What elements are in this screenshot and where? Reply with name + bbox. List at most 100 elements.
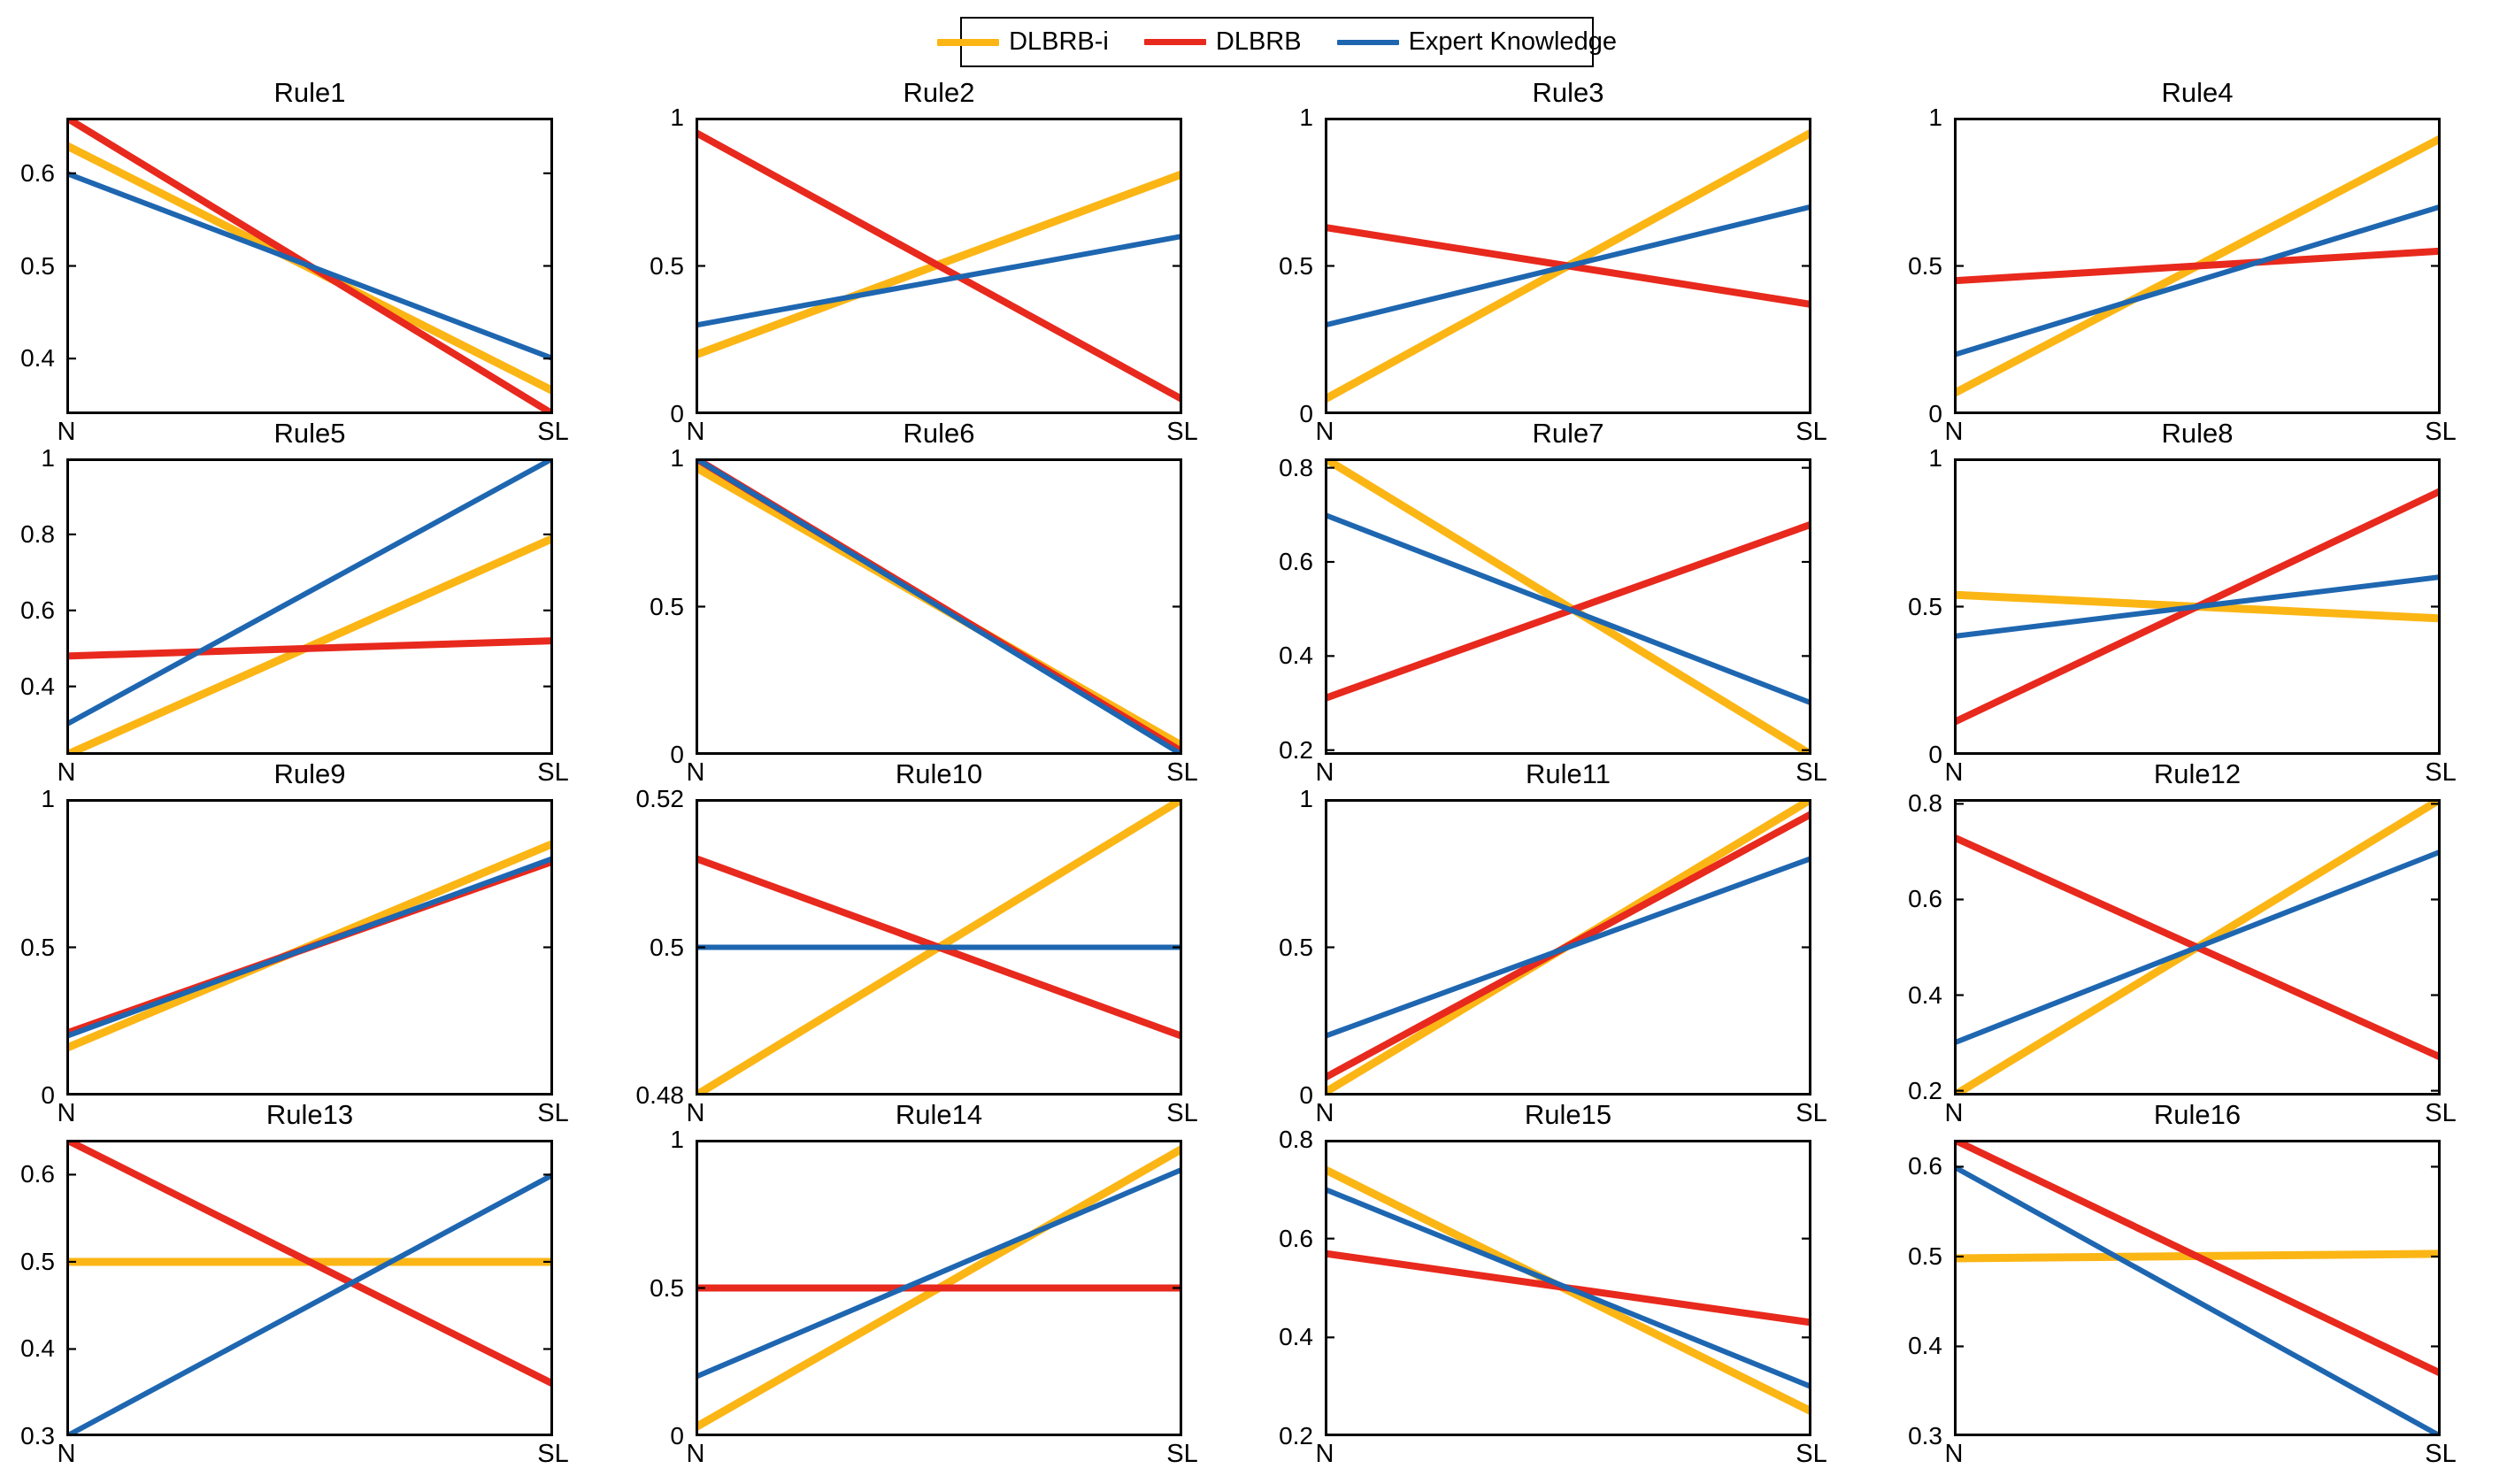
y-tick-label: 0.4 — [1908, 980, 1942, 1009]
y-tick-label: 0.5 — [650, 251, 684, 280]
y-tick-label: 0.6 — [1908, 885, 1942, 913]
series-line-expert-knowledge — [66, 856, 553, 1039]
y-tick-label: 0.8 — [1279, 1126, 1313, 1153]
axes-box — [1954, 118, 2441, 414]
x-tick-label: SL — [1166, 758, 1198, 787]
y-tick-label: 1 — [1928, 104, 1942, 131]
subplot-title: Rule6 — [903, 418, 975, 449]
x-tick-label: SL — [1796, 758, 1827, 787]
x-tick-label: SL — [1166, 1099, 1198, 1127]
legend-item: DLBRB — [1143, 27, 1302, 57]
series-line-expert-knowledge — [66, 1172, 553, 1436]
plot-area — [1325, 118, 1811, 414]
x-tick-label: SL — [537, 1099, 569, 1127]
x-tick-label: SL — [2425, 1440, 2457, 1468]
x-tick-label: N — [1315, 1440, 1334, 1468]
y-tick-label: 0.4 — [20, 344, 55, 373]
plot-area — [696, 799, 1182, 1096]
series-line-dlbrb-i — [1325, 799, 1811, 1096]
y-tick-label: 0.48 — [635, 1081, 685, 1109]
plot-area — [1954, 1140, 2441, 1436]
x-tick-label: N — [686, 1099, 705, 1127]
axes-box — [696, 1140, 1182, 1436]
series-line-expert-knowledge — [1325, 204, 1811, 328]
y-tick-label: 1 — [1299, 785, 1313, 812]
y-tick-label: 0.5 — [1279, 251, 1313, 280]
series-line-dlbrb-i — [66, 142, 553, 395]
y-tick-label: 0.6 — [20, 1160, 55, 1188]
x-tick-label: SL — [2425, 758, 2457, 787]
series-line-dlbrb — [696, 129, 1182, 403]
y-tick-label: 1 — [1299, 104, 1313, 131]
series-line-dlbrb — [696, 855, 1182, 1040]
subplot-title: Rule1 — [273, 77, 346, 108]
series-line-dlbrb-i — [696, 799, 1182, 1096]
y-tick-label: 0.5 — [650, 592, 684, 620]
legend-line-swatch-expert-knowledge — [1336, 39, 1399, 45]
y-tick-label: 0.6 — [1279, 547, 1313, 575]
x-tick-label: N — [1944, 758, 1964, 787]
series-line-expert-knowledge — [1325, 512, 1811, 706]
subplot-rule5: Rule5 0.4 0.6 0.8 1 N SL — [0, 416, 619, 790]
y-tick-label: 1 — [1928, 444, 1942, 472]
plot-area — [696, 1140, 1182, 1436]
axes-box — [1954, 458, 2441, 755]
subplot-title: Rule2 — [903, 77, 975, 108]
plot-area — [1325, 1140, 1811, 1436]
subplot-rule2: Rule2 0 0.5 1 N SL — [629, 75, 1249, 450]
series-line-dlbrb — [1954, 247, 2441, 285]
legend: DLBRB-i DLBRB Expert Knowledge — [937, 17, 1617, 67]
axes-box — [1325, 458, 1811, 755]
legend-line-swatch-dlbrb — [1143, 39, 1206, 45]
series-line-expert-knowledge — [1954, 849, 2441, 1046]
x-tick-label: N — [1315, 758, 1334, 787]
series-line-dlbrb — [1954, 488, 2441, 726]
series-line-dlbrb-i — [1954, 590, 2441, 623]
series-line-expert-knowledge — [1954, 574, 2441, 639]
series-line-dlbrb — [66, 637, 553, 660]
y-tick-label: 0.5 — [650, 933, 684, 961]
plot-area — [66, 799, 553, 1096]
y-tick-label: 0.6 — [1908, 1152, 1942, 1180]
series-line-dlbrb-i — [1325, 128, 1811, 404]
legend-item-label: DLBRB-i — [1009, 27, 1109, 56]
series-line-expert-knowledge — [1325, 856, 1811, 1039]
y-tick-label: 0.5 — [650, 1273, 684, 1302]
series-line-expert-knowledge — [1954, 1164, 2441, 1436]
series-line-expert-knowledge — [696, 458, 1182, 755]
series-line-dlbrb — [1325, 520, 1811, 702]
y-tick-label: 0.5 — [1279, 933, 1313, 961]
series-line-dlbrb — [1325, 223, 1811, 309]
series-line-dlbrb — [66, 1140, 553, 1388]
subplot-rule14: Rule14 0 0.5 1 N SL — [629, 1097, 1249, 1472]
series-line-dlbrb-i — [1325, 1165, 1811, 1416]
legend-item-label: Expert Knowledge — [1408, 27, 1617, 56]
y-tick-label: 0.4 — [1908, 1332, 1942, 1360]
series-line-dlbrb-i — [1954, 135, 2441, 397]
y-tick-label: 1 — [41, 785, 55, 812]
series-line-expert-knowledge — [66, 458, 553, 727]
x-tick-label: SL — [537, 418, 569, 446]
x-tick-label: N — [57, 418, 76, 446]
axes-box — [1954, 799, 2441, 1096]
subplot-rule16: Rule16 0.3 0.4 0.5 0.6 N SL — [1888, 1097, 2507, 1472]
subplot-title: Rule14 — [895, 1099, 983, 1130]
series-line-dlbrb — [66, 857, 553, 1037]
x-tick-label: SL — [1796, 1440, 1827, 1468]
series-line-expert-knowledge — [696, 234, 1182, 328]
series-line-dlbrb — [1954, 834, 2441, 1061]
y-tick-label: 0 — [1928, 741, 1942, 768]
y-tick-label: 0 — [670, 741, 684, 768]
y-tick-label: 0 — [1928, 400, 1942, 427]
plot-area — [66, 1140, 553, 1436]
y-tick-label: 0.5 — [20, 933, 55, 961]
y-tick-label: 1 — [670, 444, 684, 472]
subplot-title: Rule3 — [1532, 77, 1604, 108]
axes-box — [696, 118, 1182, 414]
subplot-title: Rule13 — [265, 1099, 354, 1130]
subplot-rule12: Rule12 0.2 0.4 0.6 0.8 N SL — [1888, 757, 2507, 1131]
axes-box — [1325, 1140, 1811, 1436]
series-line-expert-knowledge — [1325, 1187, 1811, 1389]
axes-box — [66, 1140, 553, 1436]
